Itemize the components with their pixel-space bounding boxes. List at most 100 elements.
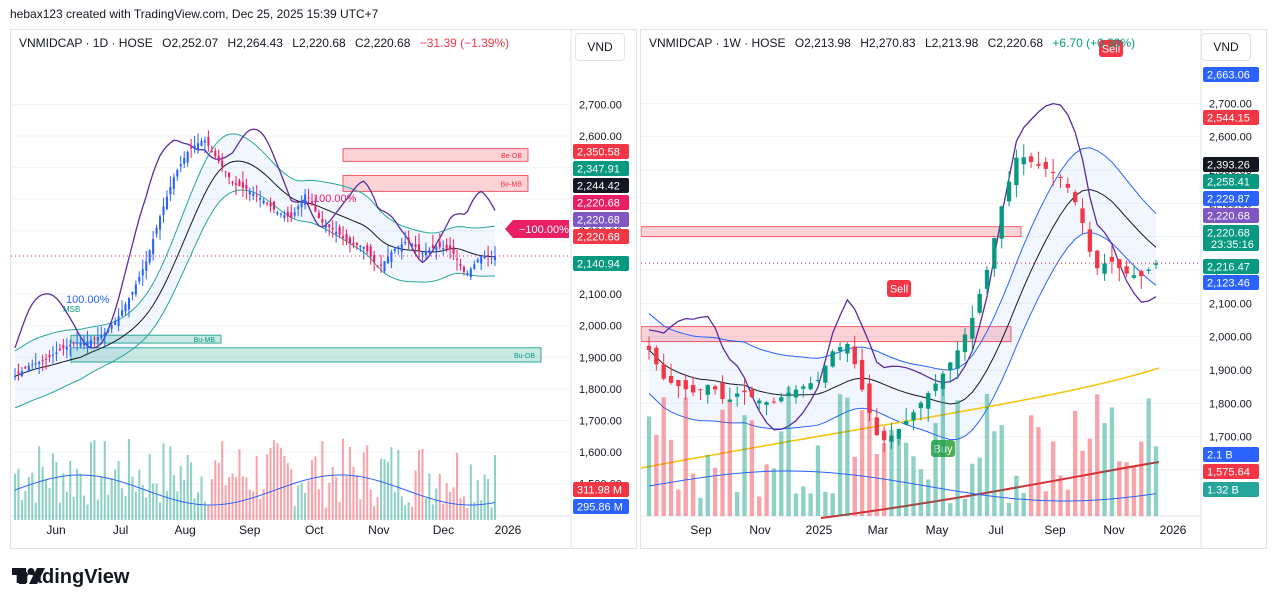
candle-body (373, 255, 376, 262)
volume-bar (438, 473, 441, 520)
volume-bar (362, 452, 365, 520)
volume-bar (867, 393, 872, 516)
daily-chart-svg[interactable]: 2,700.002,600.002,500.002,400.002,300.00… (11, 30, 636, 548)
candle-body (445, 244, 448, 249)
candle-body (668, 376, 674, 383)
volume-bar (1073, 410, 1078, 516)
volume-bar (117, 460, 120, 520)
x-tick-label: Sep (239, 523, 261, 537)
volume-bar (89, 442, 92, 520)
candle-body (483, 256, 486, 259)
currency-button[interactable]: VND (1201, 33, 1251, 61)
volume-label: 1.32 B (1207, 485, 1239, 497)
volume-bar (428, 473, 431, 520)
candle-body (89, 340, 92, 347)
x-tick-label: 2025 (806, 523, 833, 537)
candle-body (58, 348, 61, 351)
candle-body (96, 337, 99, 341)
candle-body (245, 184, 248, 190)
candle-body (24, 366, 27, 369)
upper-band-line (14, 133, 496, 352)
currency-button[interactable]: VND (575, 33, 625, 61)
candle-body (269, 203, 272, 207)
volume-bar (1131, 466, 1137, 516)
volume-bar (31, 472, 34, 520)
weekly-chart-panel[interactable]: 2,700.002,600.002,500.002,400.002,300.00… (640, 29, 1267, 549)
candle-body (926, 393, 931, 409)
candle-body (940, 373, 946, 389)
candle-body (490, 256, 493, 258)
candle-body (397, 246, 400, 250)
volume-bar (252, 491, 255, 520)
volume-bar (41, 466, 44, 520)
tradingview-footer[interactable]: TradingView (12, 566, 129, 589)
volume-bar (383, 459, 386, 520)
volume-bar (165, 491, 168, 520)
y-tick-label: 2,100.00 (1209, 298, 1252, 310)
candlesticks (13, 130, 497, 381)
legend-symbol: VNMIDCAP · 1W · HOSE (649, 36, 786, 50)
order-block-zones: Be-OB Be-MB Bu-MB Bu-OB (70, 148, 542, 363)
candle-body (252, 193, 255, 196)
candle-body (859, 359, 865, 390)
volume-bar (345, 476, 348, 520)
x-tick-label: Nov (368, 523, 389, 537)
volume-bar (1014, 475, 1019, 516)
candle-body (1021, 157, 1026, 165)
bearish-zone (342, 175, 529, 192)
volume-bar (348, 446, 351, 520)
volume-bar (76, 468, 79, 520)
candle-body (72, 342, 75, 344)
candle-body (837, 347, 843, 351)
candle-body (62, 345, 65, 349)
candle-body (193, 145, 196, 149)
volume-bar (445, 483, 448, 520)
volume-bar (992, 431, 997, 516)
candle-body (455, 258, 459, 260)
price-label-box (1203, 259, 1259, 274)
volume-label: 1,575.64 (1207, 467, 1250, 479)
candle-body (977, 293, 982, 313)
sell-signal-box (887, 280, 911, 297)
candle-body (203, 140, 206, 143)
candle-body (757, 400, 762, 404)
candle-body (321, 218, 324, 223)
volume-bar (352, 466, 355, 520)
volume-bar (255, 455, 258, 520)
candle-body (735, 393, 740, 397)
volume-bar (159, 502, 162, 520)
x-axis: Jun Jul Aug Sep Oct Nov Dec 2026 (46, 523, 521, 537)
volume-bar (369, 489, 372, 520)
candle-body (348, 237, 351, 244)
candle-body (69, 344, 72, 347)
candle-body (654, 347, 659, 365)
volume-bar (58, 502, 61, 520)
weekly-chart-svg[interactable]: 2,700.002,600.002,500.002,400.002,300.00… (641, 30, 1266, 548)
candle-body (210, 150, 213, 152)
candle-body (393, 248, 396, 251)
y-tick-label: 1,600.00 (579, 447, 622, 459)
candle-body (431, 245, 434, 249)
candle-body (1073, 192, 1078, 203)
percent-callout (505, 220, 569, 238)
band-fill (649, 147, 1156, 440)
volume-bar (764, 464, 769, 516)
volume-bar (727, 399, 732, 516)
chart-header: hebax123 created with TradingView.com, D… (10, 7, 379, 21)
daily-chart-panel[interactable]: 2,700.002,600.002,500.002,400.002,300.00… (10, 29, 637, 549)
candle-body (962, 334, 968, 353)
candle-body (276, 212, 279, 215)
order-block-zones (641, 226, 1022, 343)
candle-body (1028, 156, 1034, 163)
candle-body (110, 324, 113, 329)
y-tick-label: 2,700.00 (1209, 98, 1252, 110)
volume-bar (228, 477, 231, 520)
volume-label: 2.1 B (1207, 450, 1233, 462)
candle-body (359, 245, 362, 247)
candle-body (169, 186, 172, 195)
candle-body (183, 157, 186, 164)
volume-bar (1124, 462, 1129, 516)
candle-body (874, 417, 879, 436)
volume-bar (152, 483, 155, 520)
candle-body (462, 267, 465, 272)
